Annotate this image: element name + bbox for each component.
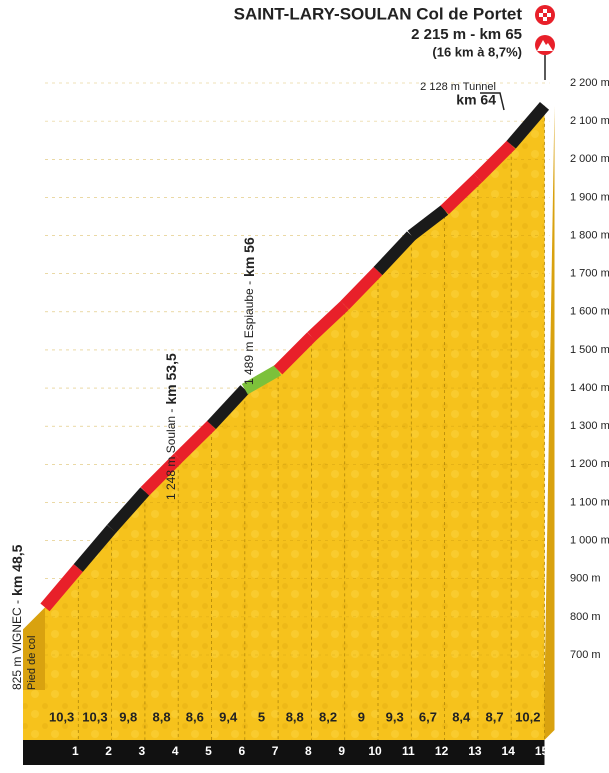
gradient-label: 8,6 (186, 709, 204, 724)
annotation-text: 1 248 m Soulan - (164, 409, 178, 500)
chart-title: SAINT-LARY-SOULAN Col de Portet (234, 4, 523, 23)
gradient-segment (373, 231, 416, 276)
km-label: 11 (402, 744, 415, 758)
y-tick-label: 2 000 m (570, 153, 609, 165)
gradient-segment (307, 300, 349, 341)
front-slope (544, 105, 555, 740)
km-label: 5 (205, 744, 212, 758)
annotation-sub: Pied de col (26, 636, 38, 690)
gradient-label: 6,7 (419, 709, 437, 724)
gradient-segment (140, 453, 183, 496)
km-label: 2 (105, 744, 112, 758)
annotation-km: km 48,5 (9, 544, 25, 596)
km-label: 12 (435, 744, 449, 758)
gradient-segment (407, 205, 449, 241)
y-tick-label: 900 m (570, 573, 601, 585)
km-label: 4 (172, 744, 179, 758)
annotation-km: km 64 (456, 92, 496, 108)
gradient-segment (273, 332, 316, 375)
finish-icon (535, 5, 555, 25)
gradient-label: 9,4 (219, 709, 238, 724)
gradient-segment (241, 364, 282, 395)
annotation-text: 2 128 m Tunnel (420, 81, 496, 93)
gradient-label: 9 (358, 709, 365, 724)
gradient-label: 8,4 (452, 709, 471, 724)
gradient-segment (107, 487, 150, 533)
km-label: 10 (368, 744, 382, 758)
gradient-label: 8,8 (153, 709, 171, 724)
gradient-label: 8,2 (319, 709, 337, 724)
y-tick-label: 1 900 m (570, 191, 609, 203)
km-label: 9 (338, 744, 345, 758)
y-tick-label: 1 100 m (570, 496, 609, 508)
gradient-segment (207, 385, 250, 430)
annotation-km: km 56 (241, 237, 257, 277)
gradient-label: 10,2 (515, 709, 540, 724)
gradient-segment (173, 420, 216, 463)
y-tick-label: 1 000 m (570, 535, 609, 547)
gradient-segment (473, 140, 516, 183)
gradient-segment (40, 564, 83, 612)
annotation-text: 825 m VIGNEC - (10, 600, 24, 690)
y-tick-label: 2 100 m (570, 115, 609, 127)
gradient-label: 10,3 (49, 709, 74, 724)
gradient-label: 9,3 (386, 709, 404, 724)
gradient-segment (440, 173, 483, 215)
gradient-label: 9,8 (119, 709, 137, 724)
km-label: 1 (72, 744, 79, 758)
gradient-label: 10,3 (82, 709, 107, 724)
annotation: 1 248 m Soulan - km 53,5 (163, 353, 179, 500)
profile-front (23, 690, 545, 740)
annotation-text: 1 489 m Espiaube - (242, 281, 256, 385)
y-tick-label: 1 700 m (570, 268, 609, 280)
gradient-label: 8,8 (286, 709, 304, 724)
annotation: 1 489 m Espiaube - km 56 (241, 237, 257, 385)
y-tick-label: 1 800 m (570, 229, 609, 241)
km-label: 7 (272, 744, 279, 758)
y-tick-label: 800 m (570, 611, 601, 623)
gradient-segment (73, 524, 117, 572)
gradient-segment (340, 266, 383, 310)
km-band (23, 740, 545, 765)
profile-area (45, 105, 545, 690)
km-label: 15 (535, 744, 549, 758)
y-tick-label: 2 200 m (570, 77, 609, 89)
gradient-segment (506, 101, 550, 149)
gradient-label: 5 (258, 709, 265, 724)
subtitle: 2 215 m - km 65 (411, 26, 522, 43)
gradient-label: 8,7 (486, 709, 504, 724)
annotation: 825 m VIGNEC - km 48,5 (9, 544, 25, 690)
climb-icon (535, 35, 555, 80)
annotation-pin (480, 92, 505, 111)
km-label: 3 (139, 744, 146, 758)
km-label: 8 (305, 744, 312, 758)
note: (16 km à 8,7%) (432, 44, 522, 59)
y-tick-label: 1 500 m (570, 344, 609, 356)
y-tick-label: 1 300 m (570, 420, 609, 432)
y-tick-label: 1 400 m (570, 382, 609, 394)
km-label: 6 (238, 744, 245, 758)
annotation-km: km 53,5 (163, 353, 179, 405)
km-label: 13 (468, 744, 482, 758)
y-tick-label: 1 600 m (570, 306, 609, 318)
y-tick-label: 700 m (570, 649, 601, 661)
km-label: 14 (502, 744, 516, 758)
y-tick-label: 1 200 m (570, 458, 609, 470)
